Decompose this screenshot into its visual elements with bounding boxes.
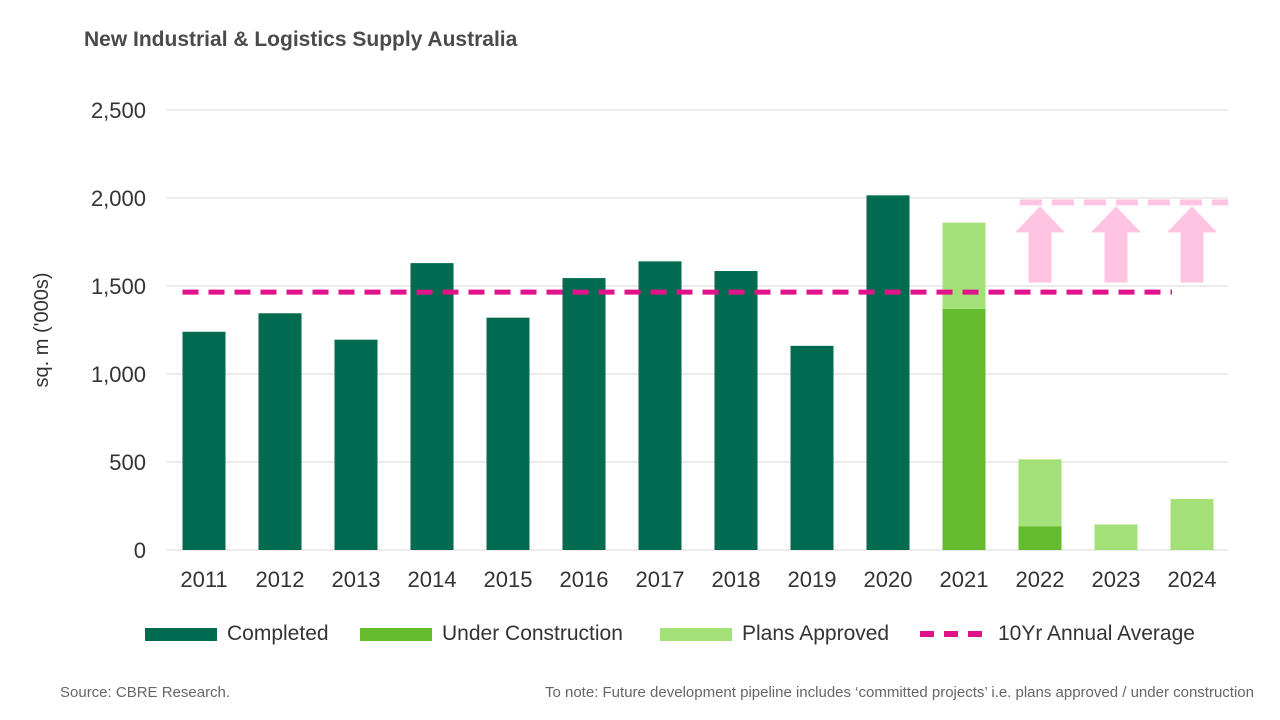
- x-tick-label: 2013: [332, 567, 381, 592]
- x-tick-label: 2017: [636, 567, 685, 592]
- x-tick-label: 2011: [180, 567, 227, 592]
- legend-label-under-construction: Under Construction: [442, 622, 623, 645]
- legend-item-under-construction: Under Construction: [360, 622, 623, 646]
- legend-swatch-under-construction: [360, 627, 432, 641]
- y-tick-label: 500: [109, 450, 146, 475]
- x-tick-label: 2012: [256, 567, 305, 592]
- bar-completed-2012: [258, 313, 302, 550]
- y-axis-label: sq. m ('000s): [31, 273, 53, 388]
- bar-plans-approved-2023: [1094, 524, 1138, 550]
- x-tick-label: 2024: [1168, 567, 1217, 592]
- y-tick-label: 1,500: [91, 274, 146, 299]
- legend: Completed Under Construction Plans Appro…: [0, 622, 1280, 652]
- bar-completed-2013: [334, 339, 378, 550]
- bar-completed-2014: [410, 263, 454, 550]
- legend-label-average: 10Yr Annual Average: [998, 622, 1195, 645]
- bar-completed-2019: [790, 345, 834, 550]
- bar-under-construction-2021: [942, 308, 986, 550]
- x-tick-label: 2023: [1092, 567, 1141, 592]
- x-tick-label: 2018: [712, 567, 761, 592]
- x-tick-label: 2016: [560, 567, 609, 592]
- footnote: To note: Future development pipeline inc…: [544, 684, 1254, 701]
- y-tick-label: 2,000: [91, 186, 146, 211]
- legend-item-plans-approved: Plans Approved: [660, 622, 889, 646]
- x-tick-label: 2014: [408, 567, 457, 592]
- bar-plans-approved-2021: [942, 222, 986, 309]
- bar-plans-approved-2022: [1018, 459, 1062, 527]
- x-tick-label: 2021: [940, 567, 989, 592]
- chart-title: New Industrial & Logistics Supply Austra…: [84, 28, 518, 51]
- source-note: Source: CBRE Research.: [60, 684, 231, 701]
- bar-completed-2017: [638, 261, 682, 550]
- x-tick-label: 2015: [484, 567, 533, 592]
- bar-completed-2016: [562, 278, 606, 550]
- bar-plans-approved-2024: [1170, 498, 1214, 550]
- y-tick-label: 0: [134, 538, 146, 563]
- legend-swatch-completed: [145, 627, 217, 641]
- bar-under-construction-2022: [1018, 526, 1062, 550]
- x-tick-label: 2019: [788, 567, 837, 592]
- up-arrow-2022: [1015, 206, 1065, 283]
- legend-item-completed: Completed: [145, 622, 329, 646]
- y-tick-label: 2,500: [91, 98, 146, 123]
- bar-completed-2015: [486, 317, 530, 550]
- legend-swatch-plans-approved: [660, 627, 732, 641]
- legend-label-plans-approved: Plans Approved: [742, 622, 890, 645]
- up-arrow-2023: [1091, 206, 1141, 283]
- legend-swatch-average: [920, 631, 992, 637]
- chart-plot: 0 500 1,000 1,500 2,000 2,500 sq. m ('000s) 201…: [31, 98, 1228, 592]
- bar-completed-2011: [182, 331, 226, 550]
- x-tick-label: 2022: [1016, 567, 1065, 592]
- bar-completed-2020: [866, 195, 910, 551]
- x-tick-label: 2020: [864, 567, 913, 592]
- legend-label-completed: Completed: [227, 622, 329, 645]
- up-arrow-2024: [1167, 206, 1217, 283]
- legend-item-average: 10Yr Annual Average: [920, 622, 1195, 646]
- y-tick-label: 1,000: [91, 362, 146, 387]
- bar-completed-2018: [714, 271, 758, 550]
